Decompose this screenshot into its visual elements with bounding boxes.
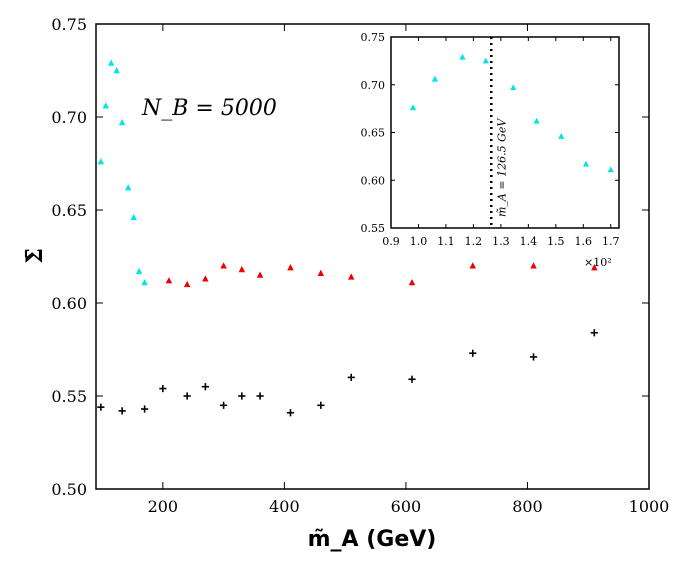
data-point <box>97 403 105 411</box>
data-point <box>183 392 191 400</box>
y-tick-label: 0.70 <box>361 79 386 92</box>
data-point <box>529 353 538 361</box>
data-point <box>220 262 227 269</box>
y-tick-label: 0.60 <box>51 294 87 313</box>
inset-frame <box>390 36 620 229</box>
data-point <box>347 273 355 280</box>
x-tick-label: 1.2 <box>465 235 483 248</box>
data-point <box>287 264 294 271</box>
data-point <box>102 102 109 109</box>
data-point <box>591 264 598 271</box>
y-tick-label: 0.50 <box>51 480 87 499</box>
data-point <box>113 66 120 74</box>
data-point <box>141 405 149 413</box>
data-point <box>256 271 264 278</box>
data-point <box>590 329 598 337</box>
data-point <box>118 118 126 126</box>
data-point <box>107 59 115 66</box>
data-point <box>256 392 264 400</box>
data-point <box>130 213 137 221</box>
data-point <box>469 262 477 269</box>
data-point <box>238 392 246 400</box>
data-point <box>286 409 295 417</box>
y-tick-label: 0.65 <box>361 127 386 140</box>
x-tick-label: 1.7 <box>602 235 620 248</box>
data-point <box>533 117 540 124</box>
data-point <box>607 166 614 173</box>
data-point <box>582 160 590 167</box>
main-ticks: 200 400 600 800 1000 0.50 0.55 0.60 0.65 0.70 0.75 <box>51 15 669 516</box>
data-point <box>408 375 416 383</box>
y-tick-label: 0.75 <box>361 31 386 44</box>
y-tick-label: 0.60 <box>361 174 386 187</box>
data-point <box>409 104 417 111</box>
x-tick-label: 1.3 <box>492 235 510 248</box>
data-point <box>118 407 126 415</box>
x-tick-label: 1.6 <box>575 235 593 248</box>
data-point <box>317 269 325 276</box>
data-point <box>530 262 537 269</box>
x-tick-label: 1.1 <box>437 235 455 248</box>
data-point <box>408 278 416 286</box>
data-point <box>201 383 209 391</box>
x-tick-label: 200 <box>148 497 179 516</box>
data-point <box>482 57 489 64</box>
y-tick-label: 0.75 <box>51 15 87 34</box>
data-point <box>558 132 565 139</box>
data-point <box>202 275 209 282</box>
data-point <box>124 184 132 191</box>
x-axis-label: m̃_A (GeV) <box>308 527 437 552</box>
main-plot-frame <box>95 23 650 490</box>
inset-xscale-label: ×10² <box>584 256 612 269</box>
data-point <box>183 280 191 288</box>
y-axis-label: Σ̄ <box>22 248 48 264</box>
data-point <box>317 401 325 409</box>
data-point <box>220 401 228 409</box>
data-point <box>431 75 439 82</box>
data-point <box>459 53 466 60</box>
inset-marks <box>409 53 614 173</box>
y-tick-label: 0.55 <box>51 387 87 406</box>
x-tick-label: 800 <box>512 497 543 516</box>
main-marks <box>97 59 598 417</box>
data-point <box>469 349 477 357</box>
nb-annotation: N_B = 5000 <box>141 96 277 121</box>
data-point <box>510 84 517 91</box>
x-tick-label: 600 <box>391 497 422 516</box>
inset-vline-label: m̃_A = 126.5 GeV <box>495 118 508 217</box>
y-tick-label: 0.70 <box>51 108 87 127</box>
x-tick-label: 1.0 <box>410 235 428 248</box>
data-point <box>141 278 148 286</box>
data-point <box>135 267 143 275</box>
x-tick-label: 1.5 <box>547 235 565 248</box>
y-tick-label: 0.65 <box>51 201 87 220</box>
data-point <box>97 158 105 165</box>
x-tick-label: 0.9 <box>382 235 400 248</box>
inset-ticks: 0.9 1.0 1.1 1.2 1.3 1.4 1.5 1.6 1.7 0.55 0.60 0.65 0… <box>361 31 620 248</box>
y-tick-label: 0.55 <box>361 222 386 235</box>
x-tick-label: 1000 <box>629 497 670 516</box>
data-point <box>165 277 173 284</box>
data-point <box>238 265 246 273</box>
x-tick-label: 400 <box>269 497 300 516</box>
data-point <box>159 384 167 393</box>
data-point <box>347 373 355 381</box>
x-tick-label: 1.4 <box>520 235 538 248</box>
